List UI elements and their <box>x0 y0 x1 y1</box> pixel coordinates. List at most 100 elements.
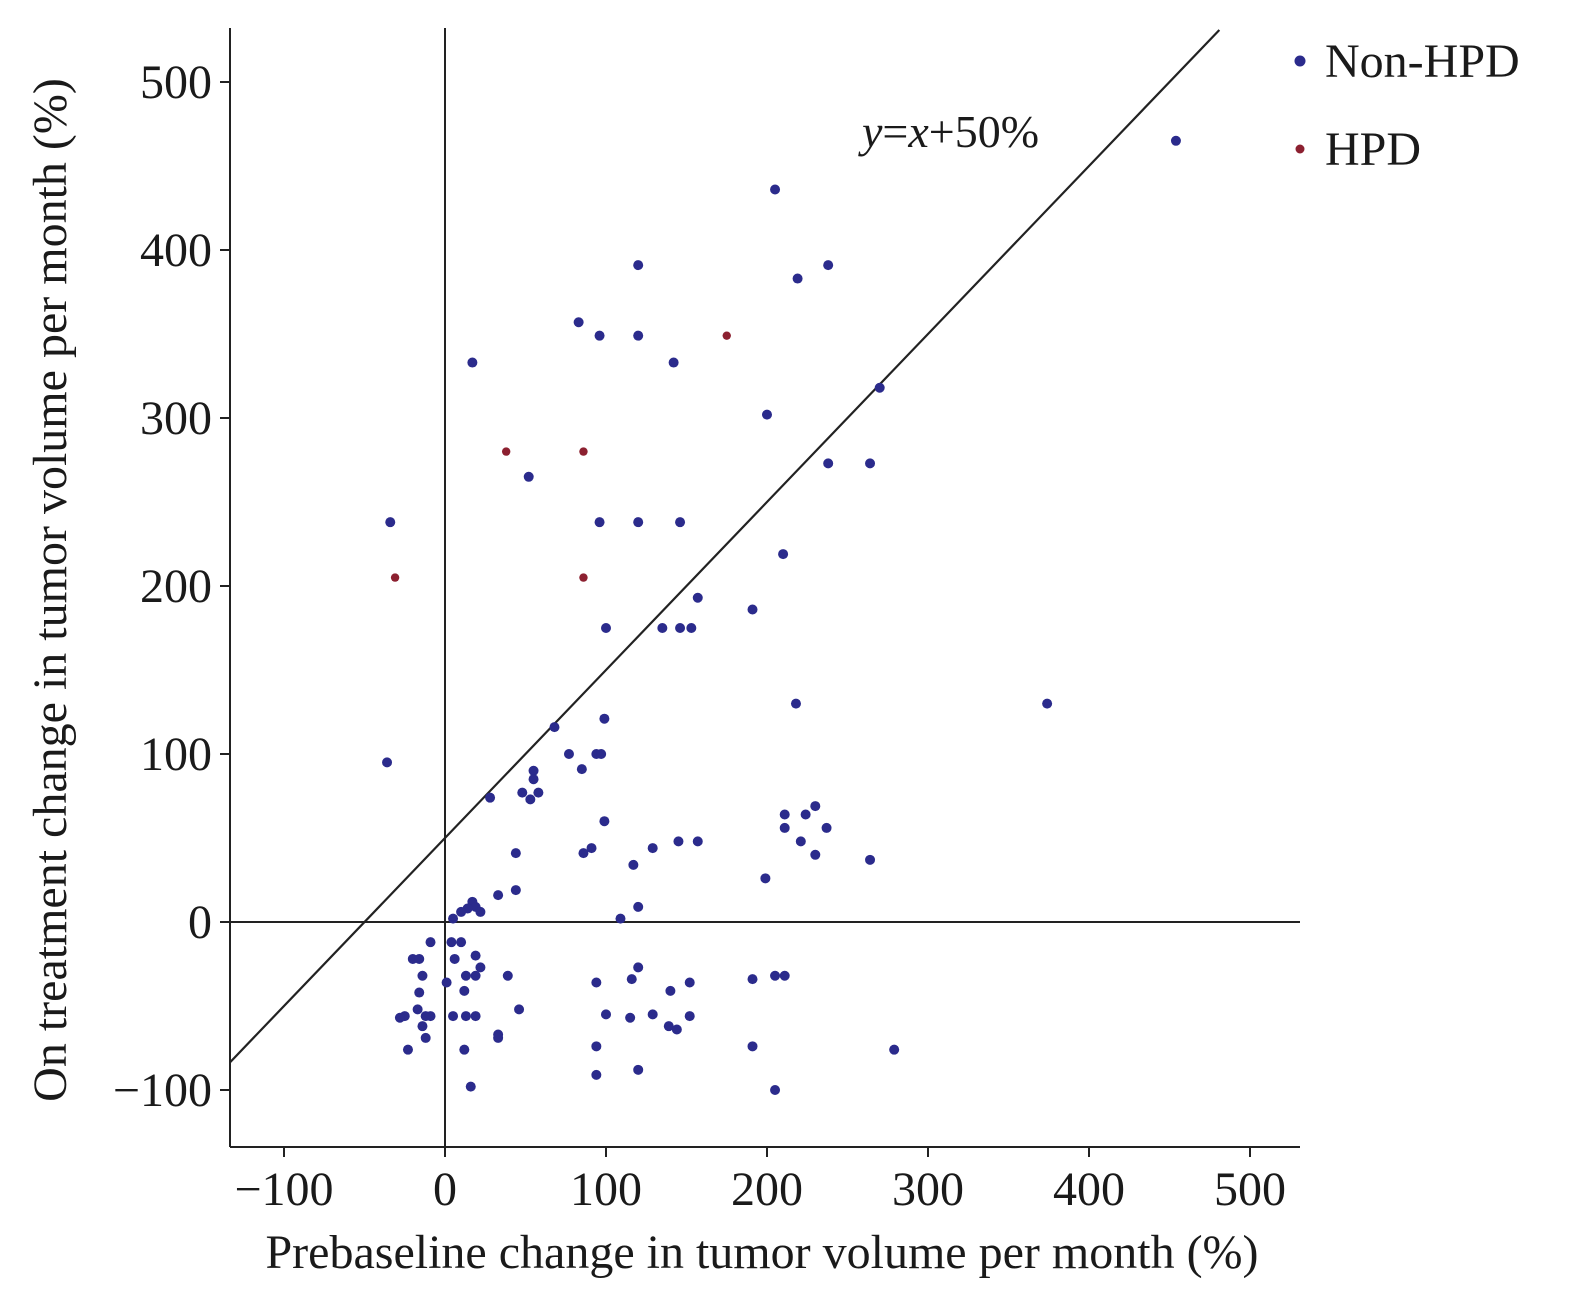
point-non-hpd <box>625 1012 636 1023</box>
annotation-eq: = <box>882 106 908 157</box>
point-non-hpd <box>448 1011 459 1022</box>
point-non-hpd <box>467 357 478 368</box>
point-non-hpd <box>762 409 772 420</box>
point-non-hpd <box>760 873 771 884</box>
point-non-hpd <box>657 623 668 633</box>
point-non-hpd <box>633 962 644 973</box>
x-axis-title: Prebaseline change in tumor volume per m… <box>265 1226 1258 1279</box>
threshold-line <box>229 29 1221 1064</box>
point-non-hpd <box>591 977 602 988</box>
point-hpd <box>390 573 400 582</box>
point-non-hpd <box>517 787 528 798</box>
point-non-hpd <box>394 1012 405 1023</box>
point-non-hpd <box>663 1021 674 1032</box>
point-non-hpd <box>591 1069 602 1080</box>
point-hpd <box>722 331 731 340</box>
point-hpd <box>579 573 588 582</box>
point-non-hpd <box>485 792 496 803</box>
point-non-hpd <box>594 517 605 528</box>
point-non-hpd <box>874 382 885 393</box>
point-non-hpd <box>563 749 574 759</box>
reference-lines <box>229 28 1300 1147</box>
point-non-hpd <box>586 843 597 854</box>
point-non-hpd <box>456 906 467 917</box>
point-non-hpd <box>823 260 834 271</box>
y-axis-ticks: −100 0 100 200 300 400 500 <box>113 56 230 1117</box>
point-non-hpd <box>459 985 470 996</box>
point-non-hpd <box>510 885 521 896</box>
legend-marker-non-hpd <box>1294 55 1306 67</box>
point-non-hpd <box>628 859 639 870</box>
point-non-hpd <box>475 906 486 917</box>
y-tick-label: 500 <box>140 56 212 109</box>
point-non-hpd <box>692 592 703 603</box>
point-non-hpd <box>459 1044 470 1055</box>
point-non-hpd <box>449 953 460 964</box>
point-non-hpd <box>412 1004 423 1015</box>
point-non-hpd <box>865 854 876 865</box>
point-non-hpd <box>470 970 481 981</box>
point-non-hpd <box>675 517 686 528</box>
point-non-hpd <box>493 890 504 901</box>
point-non-hpd <box>441 977 452 988</box>
point-non-hpd <box>596 749 607 759</box>
point-non-hpd <box>591 1041 602 1052</box>
legend-label-hpd: HPD <box>1325 123 1421 176</box>
point-non-hpd <box>810 801 821 812</box>
threshold-annotation: y=x+50% <box>858 106 1039 157</box>
annotation-x: x <box>907 106 929 157</box>
point-non-hpd <box>790 698 801 709</box>
point-non-hpd <box>615 913 626 924</box>
point-non-hpd <box>633 517 644 528</box>
point-non-hpd <box>770 1085 781 1095</box>
point-non-hpd <box>425 1011 436 1022</box>
point-non-hpd <box>599 816 610 827</box>
point-non-hpd <box>601 1009 611 1020</box>
annotation-y: y <box>858 106 883 157</box>
point-non-hpd <box>523 471 534 482</box>
point-non-hpd <box>475 962 486 973</box>
point-non-hpd <box>633 1064 644 1075</box>
point-non-hpd <box>385 517 396 528</box>
y-tick-label: −100 <box>113 1064 212 1117</box>
point-non-hpd <box>414 953 425 964</box>
y-tick-label: 100 <box>140 728 212 781</box>
point-non-hpd <box>779 822 790 833</box>
point-non-hpd <box>626 974 637 985</box>
point-non-hpd <box>668 357 679 368</box>
point-non-hpd <box>470 950 481 961</box>
point-non-hpd <box>810 849 821 860</box>
x-tick-label: 0 <box>433 1163 457 1216</box>
point-non-hpd <box>770 184 781 195</box>
legend-label-non-hpd: Non-HPD <box>1325 35 1520 88</box>
point-non-hpd <box>601 623 611 633</box>
point-non-hpd <box>594 330 605 341</box>
point-non-hpd <box>633 901 644 912</box>
point-non-hpd <box>425 937 436 948</box>
point-non-hpd <box>446 937 457 948</box>
x-tick-label: 300 <box>892 1163 964 1216</box>
point-non-hpd <box>665 985 676 996</box>
point-non-hpd <box>460 970 471 981</box>
point-non-hpd <box>417 1021 428 1032</box>
point-non-hpd <box>510 848 521 859</box>
point-non-hpd <box>414 987 425 998</box>
point-non-hpd <box>528 774 539 785</box>
point-non-hpd <box>633 260 644 271</box>
point-hpd <box>501 447 511 456</box>
point-non-hpd <box>1042 698 1053 709</box>
point-non-hpd <box>502 970 513 981</box>
legend: Non-HPD HPD <box>1294 35 1520 176</box>
point-non-hpd <box>770 970 781 981</box>
point-non-hpd <box>470 1011 481 1022</box>
point-non-hpd <box>778 549 789 560</box>
y-tick-label: 400 <box>140 224 212 277</box>
point-non-hpd <box>800 809 811 820</box>
point-non-hpd <box>779 809 790 820</box>
y-tick-label: 200 <box>140 560 212 613</box>
point-non-hpd <box>533 787 544 798</box>
point-non-hpd <box>692 836 703 847</box>
point-non-hpd <box>460 1011 471 1022</box>
point-non-hpd <box>493 1032 504 1043</box>
